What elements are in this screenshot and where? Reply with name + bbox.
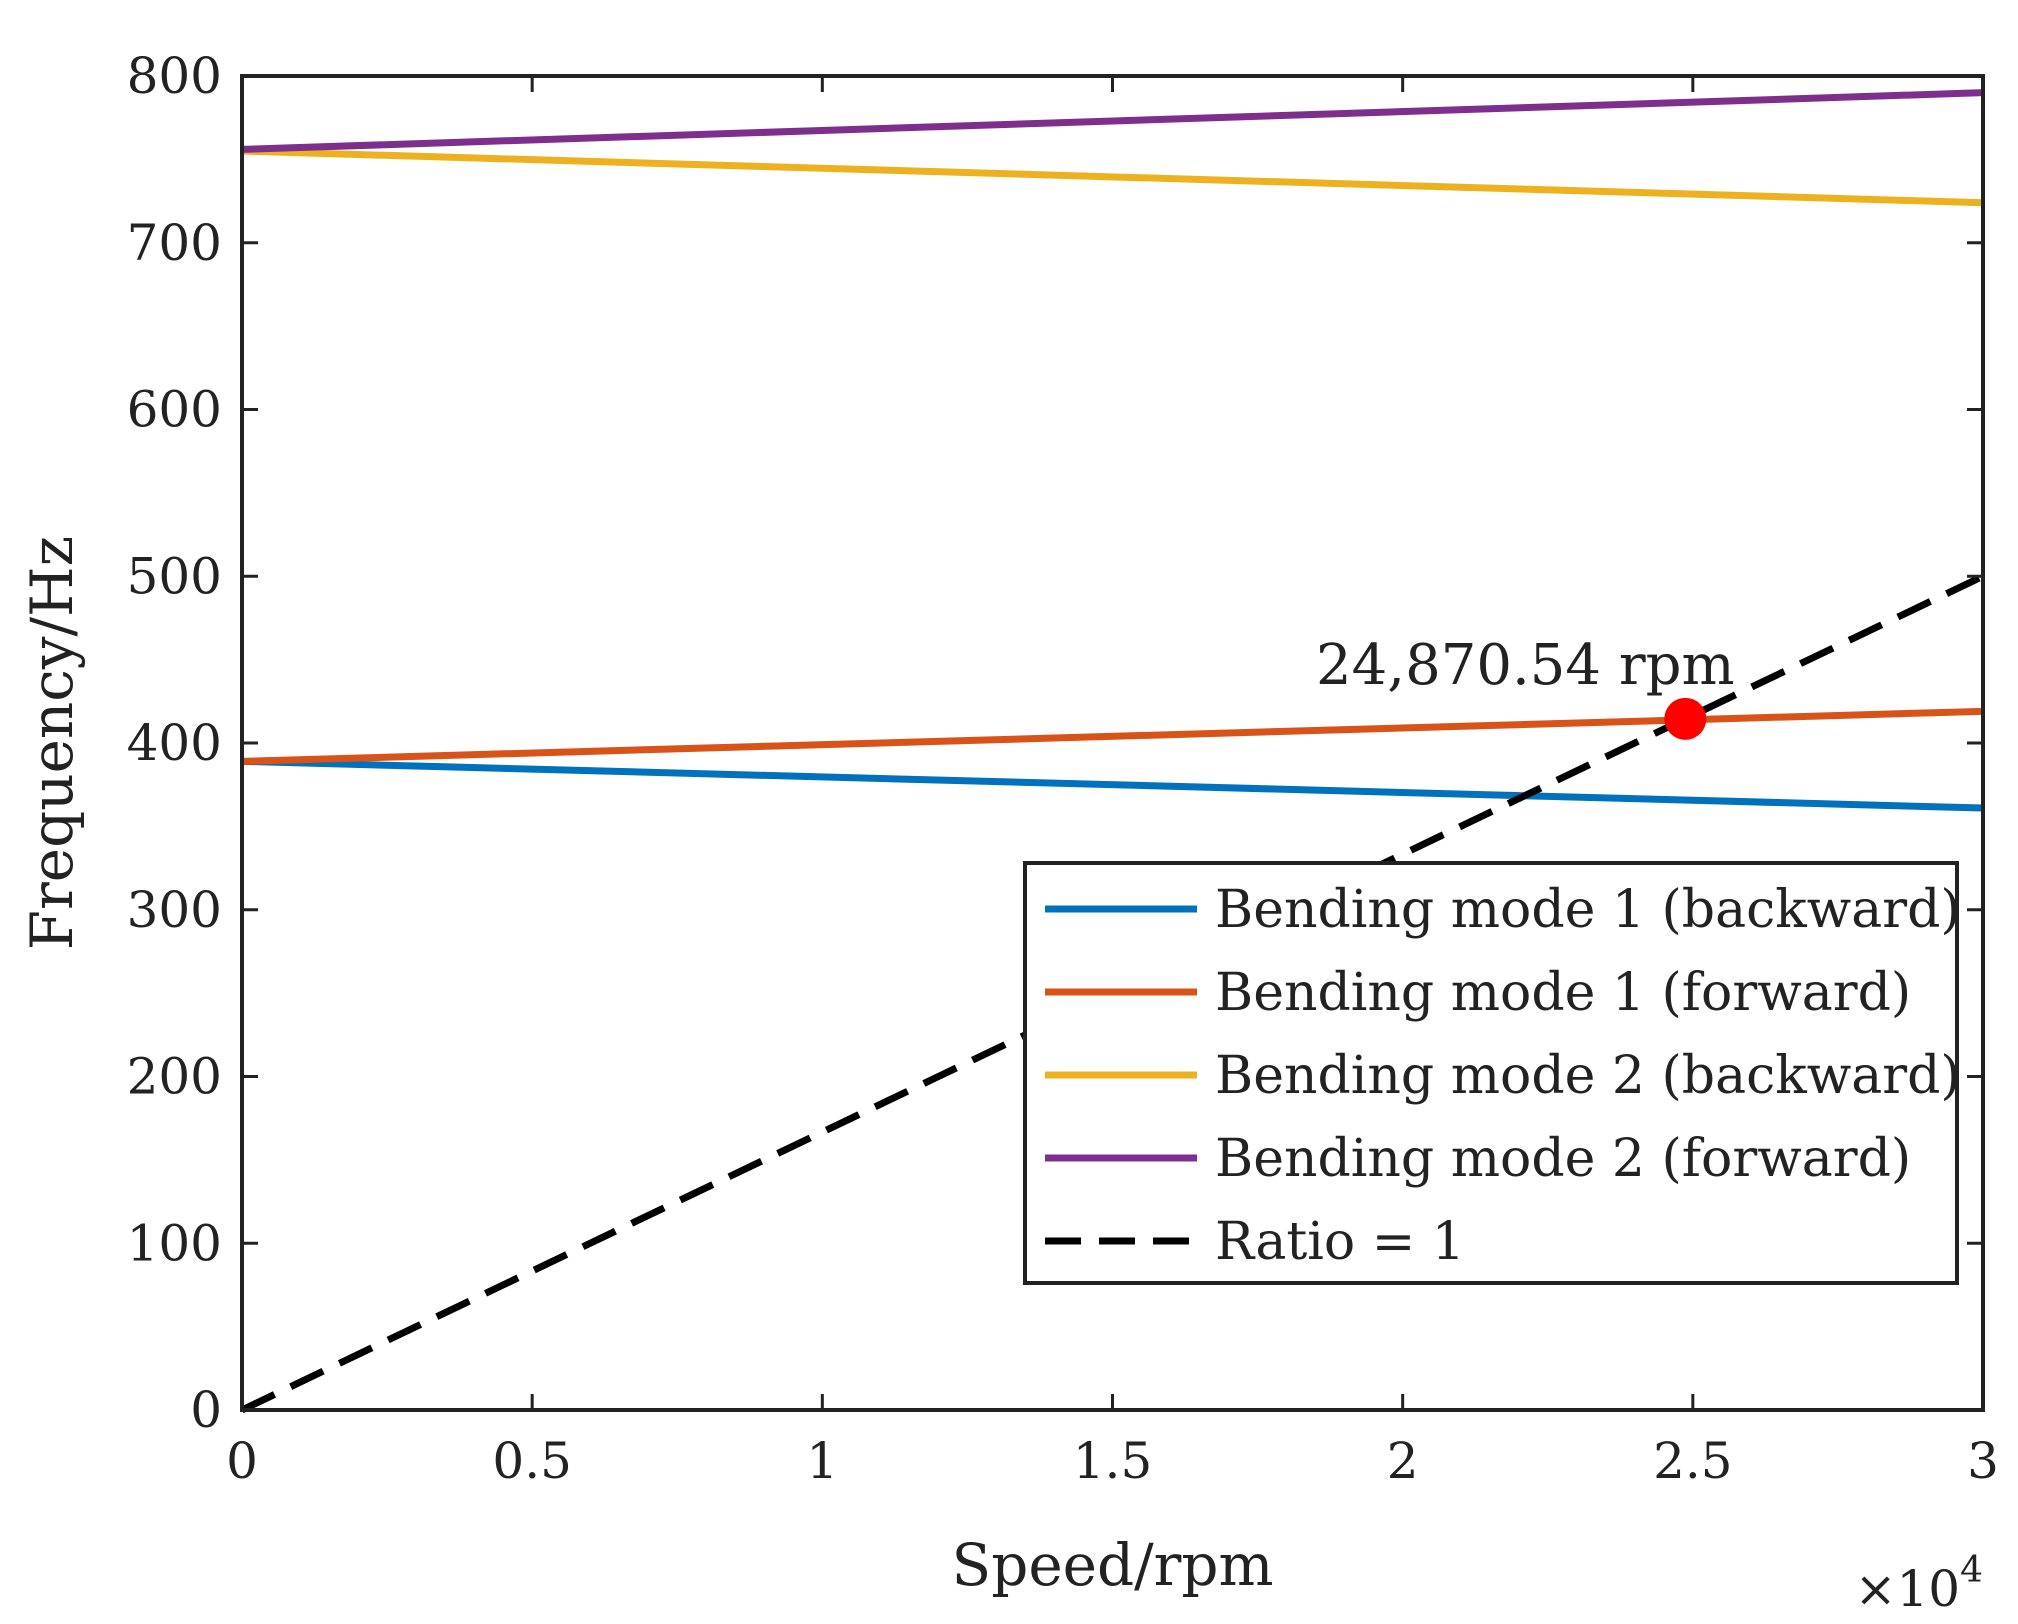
legend: Bending mode 1 (backward) Bending mode 1 …: [1023, 861, 1961, 1285]
x-tick-label: 0.5: [492, 1432, 572, 1490]
series-line: [241, 89, 1984, 153]
series-line: [241, 757, 1984, 812]
x-tick-label: 1.5: [1073, 1432, 1153, 1490]
axis-ticks: 0 0.5 1 1.5 2 2.5 3 0 100 200 300 400 500 600 700 800: [127, 47, 1999, 1490]
x-tick-label: 0: [226, 1432, 258, 1490]
y-tick-label: 400: [127, 714, 222, 772]
plot-area: [240, 89, 1985, 1414]
x-tick-label: 2: [1387, 1432, 1419, 1490]
y-tick-label: 300: [127, 881, 222, 939]
y-tick-label: 600: [127, 381, 222, 439]
x-tick-label: 3: [1967, 1432, 1999, 1490]
y-axis-label: Frequency/Hz: [18, 536, 86, 950]
y-tick-label: 200: [127, 1048, 222, 1106]
series-line: [241, 147, 1984, 207]
axes-frame: [240, 74, 1985, 1412]
intersection-marker: [1664, 697, 1707, 740]
x-multiplier-exponent: 4: [1960, 1550, 1983, 1591]
x-tick-label: 2.5: [1653, 1432, 1733, 1490]
y-tick-label: 0: [190, 1381, 222, 1439]
legend-label: Bending mode 1 (backward): [1215, 880, 1961, 940]
x-axis-multiplier: ×104: [1855, 1550, 1983, 1618]
legend-label: Ratio = 1: [1215, 1212, 1465, 1272]
annotation-label: 24,870.54 rpm: [1316, 633, 1735, 698]
x-tick-label: 1: [806, 1432, 838, 1490]
y-tick-label: 800: [127, 47, 222, 105]
y-tick-label: 100: [127, 1214, 222, 1272]
legend-label: Bending mode 1 (forward): [1215, 963, 1911, 1023]
legend-label: Bending mode 2 (forward): [1215, 1129, 1911, 1189]
x-multiplier-base: ×10: [1855, 1560, 1961, 1618]
legend-label: Bending mode 2 (backward): [1215, 1046, 1961, 1106]
x-axis-label: Speed/rpm: [951, 1531, 1273, 1599]
y-tick-label: 700: [127, 214, 222, 272]
y-tick-label: 500: [127, 547, 222, 605]
